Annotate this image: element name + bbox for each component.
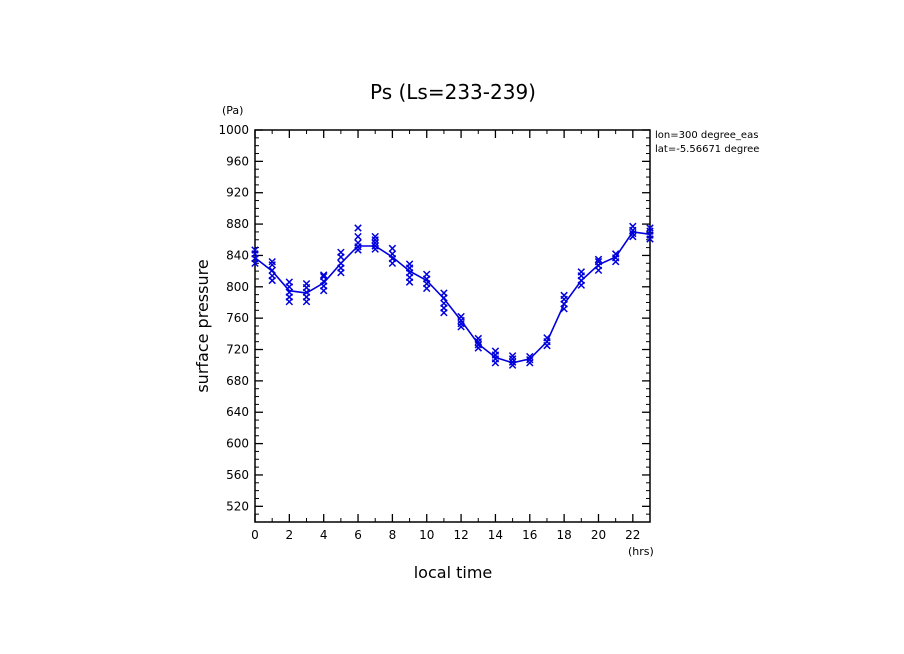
pressure-sample-x-marker (526, 352, 534, 361)
pressure-sample-x-marker (474, 344, 483, 352)
pressure-sample-x-marker (474, 341, 483, 349)
data-series (251, 222, 654, 369)
y-tick-label: 880 (226, 217, 249, 231)
pressure-sample-x-marker (646, 227, 654, 235)
pressure-sample-x-marker (337, 259, 345, 268)
pressure-sample-x-marker (629, 222, 637, 231)
pressure-sample-x-marker (508, 355, 517, 363)
pressure-sample-x-marker (508, 358, 517, 366)
y-tick-label: 600 (226, 437, 249, 451)
x-tick-label: 10 (419, 528, 434, 542)
y-tick-label: 760 (226, 311, 249, 325)
pressure-sample-x-marker (268, 272, 276, 280)
pressure-sample-x-marker (560, 291, 568, 300)
pressure-sample-x-marker (354, 232, 362, 241)
pressure-sample-x-marker (594, 255, 603, 264)
pressure-sample-x-marker (611, 250, 620, 258)
pressure-sample-x-marker (319, 272, 328, 281)
pressure-sample-x-marker (474, 334, 483, 343)
y-tick-label: 720 (226, 343, 249, 357)
y-tick-label: 800 (226, 280, 249, 294)
pressure-sample-x-marker (371, 232, 379, 241)
x-tick-label: 20 (591, 528, 606, 542)
pressure-sample-x-marker (354, 224, 362, 232)
pressure-sample-x-marker (577, 268, 586, 276)
pressure-sample-x-marker (371, 245, 379, 253)
pressure-sample-x-marker (440, 299, 448, 308)
pressure-sample-x-marker (457, 323, 465, 331)
y-tick-label: 920 (226, 186, 249, 200)
x-axis-unit: (hrs) (628, 545, 654, 558)
y-tick-label: 960 (226, 154, 249, 168)
pressure-sample-x-marker (285, 288, 294, 297)
pressure-sample-x-marker (268, 266, 276, 275)
mean-pressure-line (254, 231, 651, 364)
pressure-sample-x-marker (543, 334, 551, 342)
pressure-sample-x-marker (474, 337, 483, 346)
x-tick-label: 22 (625, 528, 640, 542)
chart-title: Ps (Ls=233-239) (370, 80, 536, 104)
pressure-sample-x-marker (319, 271, 328, 279)
pressure-sample-x-marker (457, 319, 465, 328)
plot-frame (254, 129, 651, 523)
pressure-sample-x-marker (388, 250, 397, 258)
pressure-sample-x-marker (337, 248, 345, 257)
x-tick-label: 4 (320, 528, 328, 542)
x-tick-label: 14 (488, 528, 503, 542)
x-axis-title: local time (414, 563, 493, 582)
pressure-sample-x-marker (508, 361, 517, 369)
pressure-sample-x-marker (405, 260, 414, 268)
pressure-sample-x-marker (285, 278, 294, 286)
x-tick-label: 12 (453, 528, 468, 542)
pressure-sample-x-marker (594, 257, 603, 266)
pressure-sample-x-marker (251, 246, 259, 254)
y-tick-label: 520 (226, 499, 249, 513)
pressure-sample-x-marker (302, 279, 311, 288)
x-tick-label: 6 (354, 528, 362, 542)
pressure-sample-x-marker (354, 246, 362, 254)
pressure-sample-x-marker (371, 236, 379, 244)
y-tick-label: 680 (226, 374, 249, 388)
pressure-sample-x-marker (371, 242, 379, 250)
y-tick-label: 640 (226, 405, 249, 419)
pressure-sample-x-marker (422, 270, 431, 279)
x-tick-label: 2 (286, 528, 294, 542)
pressure-sample-x-marker (457, 312, 465, 321)
pressure-sample-x-marker (491, 347, 500, 355)
pressure-sample-x-marker (629, 229, 637, 238)
x-tick-label: 18 (556, 528, 571, 542)
pressure-sample-x-marker (268, 261, 276, 269)
y-tick-label: 560 (226, 468, 249, 482)
pressure-sample-x-marker (508, 352, 517, 360)
y-tick-label: 1000 (218, 123, 249, 137)
axis-ticks: 0 2 4 6 8 10 12 14 16 18 20 22 520 560 600 640 680 720 760… (218, 123, 651, 542)
pressure-sample-x-marker (629, 232, 637, 241)
lon-annotation: lon=300 degree_eas (655, 130, 758, 141)
pressure-sample-x-marker (646, 224, 654, 232)
pressure-sample-x-marker (354, 239, 362, 247)
x-tick-label: 0 (251, 528, 259, 542)
x-tick-label: 16 (522, 528, 537, 542)
pressure-sample-x-marker (268, 257, 276, 266)
pressure-sample-x-marker (526, 359, 534, 367)
pressure-sample-x-marker (371, 239, 379, 247)
x-tick-label: 8 (389, 528, 397, 542)
lat-annotation: lat=-5.56671 degree (655, 144, 759, 155)
pressure-sample-x-marker (388, 244, 397, 253)
y-axis-unit: (Pa) (222, 104, 243, 117)
pressure-sample-x-marker (440, 289, 448, 297)
y-axis-title: surface pressure (193, 259, 212, 392)
pressure-sample-x-marker (526, 355, 534, 364)
y-tick-label: 840 (226, 248, 249, 262)
